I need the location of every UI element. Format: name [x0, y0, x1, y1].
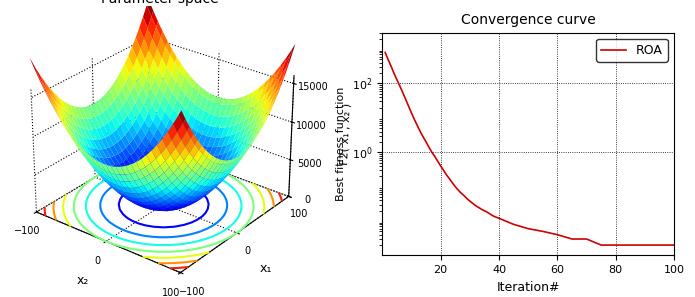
ROA — [641, 243, 649, 247]
ROA — [381, 50, 389, 54]
X-axis label: x₂: x₂ — [76, 274, 89, 287]
ROA — [427, 151, 436, 154]
ROA — [471, 204, 480, 207]
ROA — [612, 243, 620, 247]
ROA — [425, 146, 433, 149]
ROA — [431, 155, 439, 158]
ROA — [626, 243, 635, 247]
ROA — [398, 91, 407, 94]
Y-axis label: x₁: x₁ — [260, 262, 272, 275]
ROA — [422, 140, 430, 144]
ROA — [410, 118, 418, 121]
ROA — [655, 243, 664, 247]
ROA — [448, 181, 457, 184]
ROA — [568, 237, 576, 241]
ROA — [483, 211, 491, 214]
ROA — [597, 243, 605, 247]
ROA — [439, 168, 448, 172]
ROA — [387, 64, 395, 68]
ROA — [442, 173, 450, 177]
Legend: ROA: ROA — [596, 39, 668, 62]
ROA — [670, 243, 678, 247]
ROA — [416, 130, 425, 133]
ROA — [434, 159, 442, 163]
ROA — [454, 188, 462, 192]
ROA — [477, 208, 486, 211]
ROA — [495, 217, 503, 220]
ROA — [524, 227, 532, 230]
ROA — [384, 58, 392, 61]
ROA — [413, 124, 421, 127]
Line: ROA: ROA — [385, 52, 674, 245]
ROA — [457, 191, 465, 195]
ROA — [395, 84, 404, 88]
ROA — [509, 222, 518, 226]
ROA — [419, 135, 427, 139]
ROA — [553, 233, 562, 236]
ROA — [451, 185, 459, 188]
X-axis label: Iteration#: Iteration# — [496, 281, 560, 294]
ROA — [445, 177, 454, 181]
ROA — [489, 214, 498, 218]
ROA — [390, 71, 398, 75]
ROA — [393, 78, 401, 81]
ROA — [539, 230, 547, 233]
Title: Parameter space: Parameter space — [101, 0, 219, 6]
ROA — [582, 237, 591, 241]
ROA — [460, 194, 468, 197]
ROA — [402, 97, 410, 101]
ROA — [436, 164, 445, 168]
Title: Convergence curve: Convergence curve — [461, 13, 596, 27]
ROA — [407, 111, 416, 115]
ROA — [404, 104, 413, 108]
ROA — [463, 197, 471, 200]
ROA — [466, 199, 474, 203]
Y-axis label: Best fitness function: Best fitness function — [336, 87, 346, 201]
